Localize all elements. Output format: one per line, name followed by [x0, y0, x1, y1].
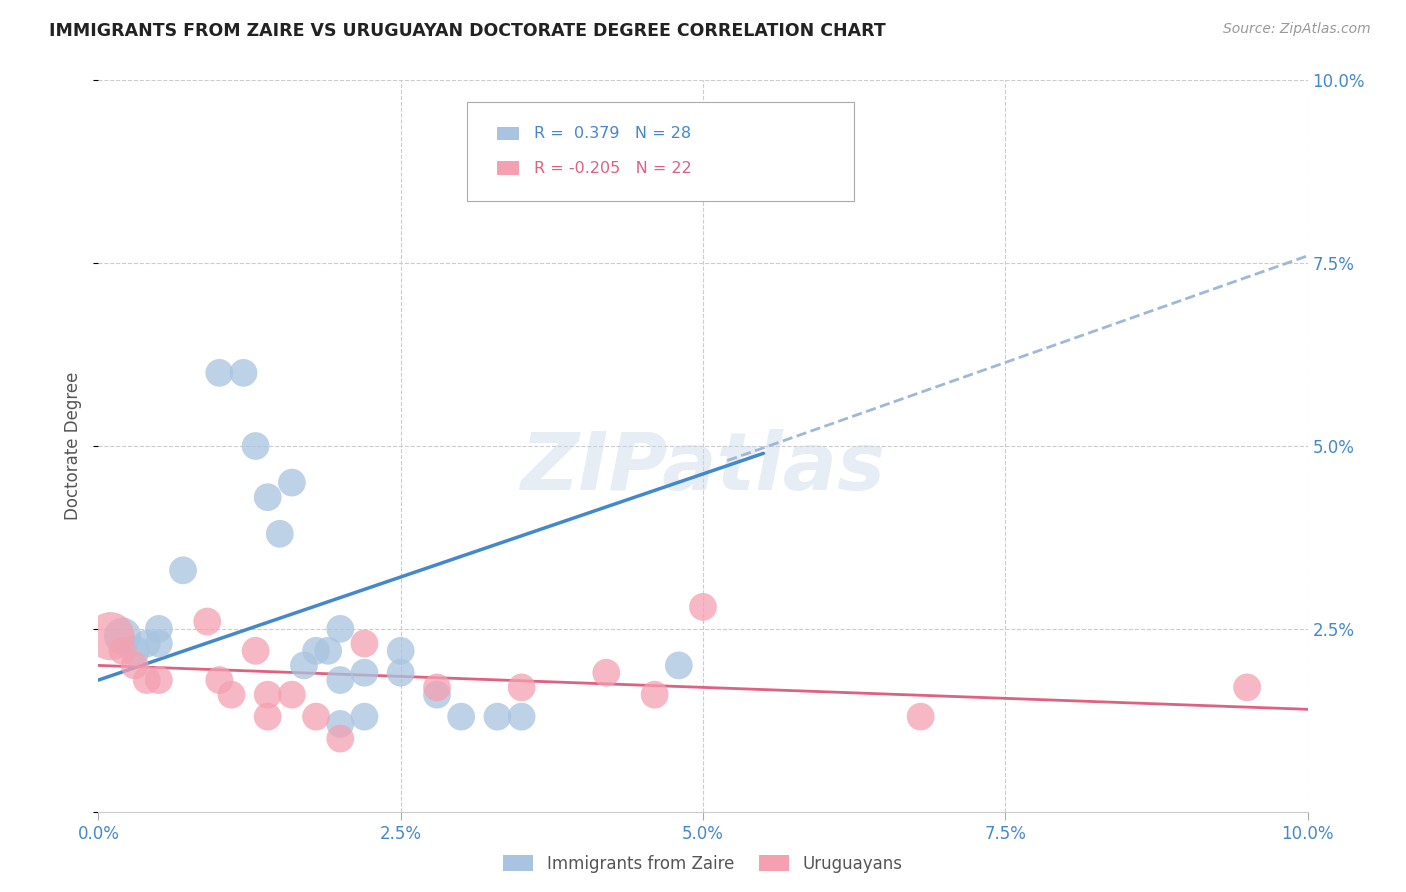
- Point: [316, 644, 339, 658]
- Point: [329, 717, 352, 731]
- Point: [245, 439, 267, 453]
- Point: [510, 709, 533, 723]
- Point: [256, 688, 278, 702]
- Point: [172, 563, 194, 577]
- Text: IMMIGRANTS FROM ZAIRE VS URUGUAYAN DOCTORATE DEGREE CORRELATION CHART: IMMIGRANTS FROM ZAIRE VS URUGUAYAN DOCTO…: [49, 22, 886, 40]
- Point: [281, 688, 304, 702]
- Point: [389, 665, 412, 680]
- Point: [124, 644, 146, 658]
- Point: [329, 622, 352, 636]
- Point: [148, 673, 170, 687]
- Point: [595, 665, 617, 680]
- Point: [668, 658, 690, 673]
- Point: [353, 636, 375, 650]
- Point: [245, 644, 267, 658]
- Point: [329, 673, 352, 687]
- Text: ZIPatlas: ZIPatlas: [520, 429, 886, 507]
- Point: [208, 673, 231, 687]
- Point: [111, 644, 134, 658]
- Point: [305, 709, 328, 723]
- Point: [124, 658, 146, 673]
- Text: R = -0.205   N = 22: R = -0.205 N = 22: [534, 161, 692, 176]
- Point: [486, 709, 509, 723]
- Point: [135, 636, 157, 650]
- Point: [111, 629, 134, 643]
- Point: [692, 599, 714, 614]
- Point: [450, 709, 472, 723]
- Point: [353, 709, 375, 723]
- Text: Source: ZipAtlas.com: Source: ZipAtlas.com: [1223, 22, 1371, 37]
- Point: [148, 622, 170, 636]
- Point: [195, 615, 218, 629]
- Point: [281, 475, 304, 490]
- Point: [1236, 681, 1258, 695]
- Point: [256, 709, 278, 723]
- Point: [910, 709, 932, 723]
- FancyBboxPatch shape: [498, 127, 519, 140]
- Y-axis label: Doctorate Degree: Doctorate Degree: [65, 372, 83, 520]
- Point: [607, 176, 630, 190]
- Point: [292, 658, 315, 673]
- Point: [389, 644, 412, 658]
- Point: [269, 526, 291, 541]
- Point: [426, 688, 449, 702]
- Legend: Immigrants from Zaire, Uruguayans: Immigrants from Zaire, Uruguayans: [503, 855, 903, 873]
- Point: [329, 731, 352, 746]
- Point: [510, 681, 533, 695]
- Point: [426, 681, 449, 695]
- Point: [232, 366, 254, 380]
- Point: [135, 673, 157, 687]
- Point: [256, 490, 278, 504]
- FancyBboxPatch shape: [498, 161, 519, 175]
- Text: R =  0.379   N = 28: R = 0.379 N = 28: [534, 126, 690, 141]
- Point: [305, 644, 328, 658]
- Point: [221, 688, 243, 702]
- Point: [208, 366, 231, 380]
- Point: [148, 636, 170, 650]
- Point: [644, 688, 666, 702]
- Point: [353, 665, 375, 680]
- FancyBboxPatch shape: [467, 103, 855, 201]
- Point: [100, 629, 122, 643]
